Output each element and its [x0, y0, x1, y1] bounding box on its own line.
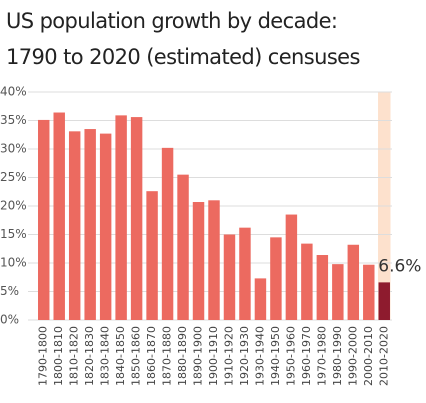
x-tick-label: 1830-1840 — [99, 326, 112, 386]
x-tick-label: 1840-1850 — [114, 326, 127, 386]
bar — [161, 147, 174, 320]
x-tick-label: 1800-1810 — [52, 326, 65, 386]
x-tick-label: 2010-2020 — [377, 326, 390, 386]
x-tick-label: 1980-1990 — [331, 326, 344, 386]
bar — [38, 119, 50, 321]
bar — [177, 174, 189, 320]
x-tick-label: 1960-1970 — [300, 326, 313, 386]
chart-title: US population growth by decade: — [6, 9, 337, 33]
y-tick-label: 40% — [0, 85, 27, 99]
bar — [239, 227, 251, 320]
bar — [347, 244, 360, 320]
y-tick-label: 0% — [0, 313, 19, 327]
bar — [146, 191, 158, 320]
bar — [270, 237, 282, 320]
bar — [332, 264, 344, 320]
y-tick-label: 10% — [0, 256, 27, 270]
y-tick-label: 35% — [0, 113, 27, 127]
y-tick-label: 15% — [0, 227, 27, 241]
bar — [99, 133, 112, 320]
y-tick-label: 30% — [0, 142, 27, 156]
x-tick-label: 1940-1950 — [269, 326, 282, 386]
x-tick-label: 1970-1980 — [315, 326, 328, 386]
bar — [363, 264, 375, 320]
value-label: 6.6% — [378, 256, 421, 276]
bar — [254, 278, 267, 320]
y-tick-label: 20% — [0, 199, 27, 213]
x-tick-label: 1930-1940 — [253, 326, 266, 386]
x-tick-label: 1900-1910 — [207, 326, 220, 386]
bar — [223, 234, 236, 320]
x-tick-label: 1990-2000 — [346, 326, 359, 386]
bar — [53, 112, 65, 321]
bar — [68, 131, 81, 320]
bar — [84, 129, 96, 320]
y-tick-label: 5% — [0, 284, 19, 298]
x-tick-label: 1870-1880 — [161, 326, 174, 386]
x-tick-label: 1810-1820 — [68, 326, 81, 386]
bar — [115, 115, 127, 321]
x-tick-label: 1920-1930 — [238, 326, 251, 386]
x-tick-label: 1890-1900 — [192, 326, 205, 386]
bar — [316, 255, 329, 320]
bar — [378, 282, 390, 320]
x-tick-label: 1850-1860 — [130, 326, 143, 386]
x-tick-label: 1790-1800 — [37, 326, 50, 386]
bar — [301, 243, 313, 320]
bar — [208, 200, 220, 320]
bar — [192, 202, 205, 320]
bar — [130, 117, 143, 320]
x-tick-label: 1820-1830 — [83, 326, 96, 386]
x-tick-label: 1880-1890 — [176, 326, 189, 386]
x-tick-label: 2000-2010 — [362, 326, 375, 386]
y-tick-label: 25% — [0, 170, 27, 184]
bar — [285, 214, 298, 320]
x-tick-label: 1910-1920 — [222, 326, 235, 386]
x-tick-label: 1860-1870 — [145, 326, 158, 386]
chart-title: 1790 to 2020 (estimated) censuses — [6, 45, 360, 69]
x-tick-label: 1950-1960 — [284, 326, 297, 386]
